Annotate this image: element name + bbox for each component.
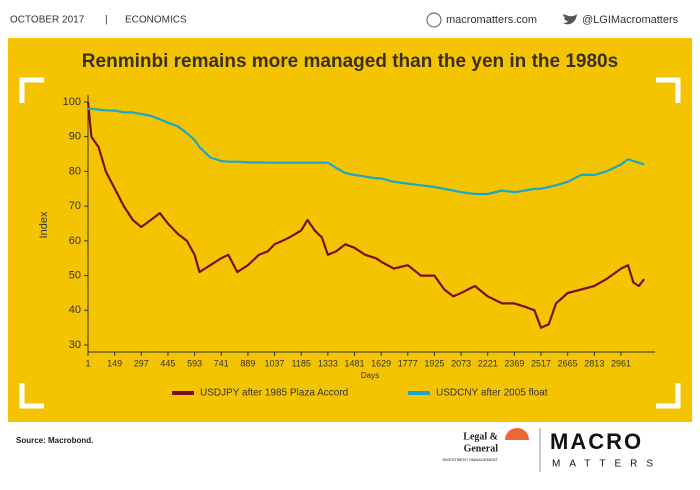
x-tick-label: 1: [85, 358, 90, 368]
x-tick-label: 2961: [611, 358, 631, 368]
header-date: OCTOBER 2017: [10, 15, 85, 26]
chart-title: Renminbi remains more managed than the y…: [82, 51, 618, 72]
brand-macro: MACRO: [550, 429, 643, 454]
panel: [8, 38, 692, 422]
x-tick-label: 149: [107, 358, 122, 368]
y-tick-label: 40: [69, 304, 81, 316]
x-tick-label: 1333: [318, 358, 338, 368]
x-tick-label: 889: [240, 358, 255, 368]
y-tick-label: 30: [69, 339, 81, 351]
x-tick-label: 1037: [265, 358, 285, 368]
x-tick-label: 2813: [584, 358, 604, 368]
legend-label: USDJPY after 1985 Plaza Accord: [200, 388, 348, 399]
line-series: [86, 101, 646, 329]
x-tick-label: 2369: [504, 358, 524, 368]
x-tick-label: 741: [214, 358, 229, 368]
y-tick-label: 60: [69, 235, 81, 247]
line-series: [88, 107, 645, 196]
legend-label: USDCNY after 2005 float: [436, 388, 548, 399]
twitter-icon: [563, 14, 577, 25]
x-tick-label: 2665: [558, 358, 578, 368]
header-website: macromatters.com: [446, 14, 537, 26]
y-tick-label: 80: [69, 165, 81, 177]
brand-im: INVESTMENT MANAGEMENT: [443, 457, 499, 462]
brand-legal: Legal &: [463, 431, 498, 442]
brand-matters: MATTERS: [552, 459, 662, 470]
y-tick-label: 50: [69, 270, 81, 282]
x-tick-label: 2221: [478, 358, 498, 368]
umbrella-logo: [505, 428, 529, 440]
x-tick-label: 1185: [292, 358, 311, 368]
y-tick-label: 70: [69, 200, 81, 212]
x-tick-label: 1481: [344, 358, 364, 368]
y-axis-label: Index: [38, 211, 50, 238]
x-axis-label: Days: [361, 371, 379, 380]
brand-general: General: [464, 443, 499, 454]
y-tick-label: 90: [69, 131, 81, 143]
x-tick-label: 2517: [531, 358, 551, 368]
header-separator: |: [105, 15, 108, 26]
x-tick-label: 445: [160, 358, 175, 368]
header-twitter: @LGIMacromatters: [582, 14, 679, 26]
y-tick-label: 100: [63, 96, 81, 108]
x-tick-label: 1777: [398, 358, 418, 368]
header-section: ECONOMICS: [125, 15, 187, 26]
x-tick-label: 297: [134, 358, 149, 368]
source: Source: Macrobond.: [16, 436, 93, 445]
corner-brackets: [19, 77, 681, 409]
x-tick-label: 593: [187, 358, 202, 368]
globe-icon: [426, 12, 442, 28]
x-tick-label: 1925: [424, 358, 444, 368]
x-tick-label: 1629: [371, 358, 391, 368]
x-tick-label: 2073: [451, 358, 471, 368]
